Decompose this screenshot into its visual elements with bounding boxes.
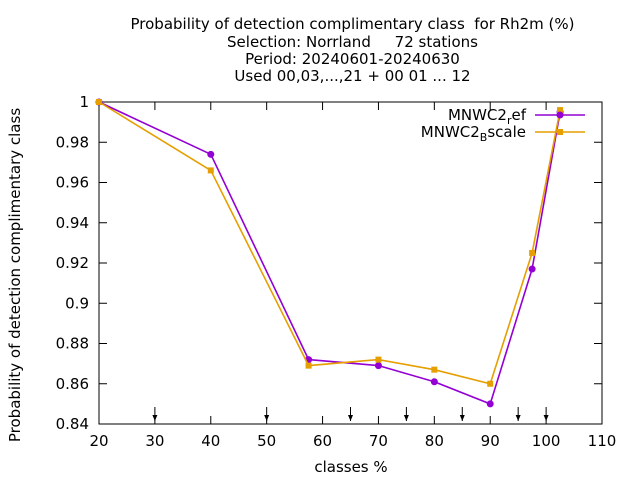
legend-entry: MNWC2ref (448, 106, 585, 127)
y-tick-label: 0.86 (56, 375, 89, 393)
x-tick-label: 40 (201, 432, 220, 450)
series-0 (95, 98, 564, 408)
data-point (207, 150, 215, 158)
threshold-arrows (152, 407, 549, 421)
data-point (374, 362, 382, 370)
x-tick-label: 100 (532, 432, 561, 450)
legend-label: MNWC2Bscale (421, 123, 526, 144)
x-tick-label: 60 (313, 432, 332, 450)
series-line (98, 101, 561, 405)
data-point (529, 249, 536, 256)
title-line-1: Probability of detection complimentary c… (130, 15, 575, 33)
data-point (96, 99, 102, 105)
y-tick-label: 0.88 (56, 335, 89, 353)
threshold-arrow (515, 407, 521, 421)
data-point (557, 129, 563, 135)
data-point (487, 380, 494, 387)
x-tick-label: 80 (425, 432, 444, 450)
data-point (557, 107, 564, 114)
series-layer (95, 98, 564, 408)
y-tick-label: 0.9 (65, 294, 89, 312)
x-tick-label: 30 (145, 432, 164, 450)
data-point (207, 167, 214, 174)
data-point (430, 378, 438, 386)
y-tick-label: 0.84 (56, 415, 89, 433)
x-tick-label: 20 (89, 432, 108, 450)
plot-border (98, 101, 603, 425)
threshold-arrow (403, 407, 409, 421)
x-tick-label: 50 (257, 432, 276, 450)
x-axis-ticks: 20 30 40 50 60 70 80 90 100 110 (89, 102, 616, 450)
y-axis-ticks: 0.84 0.86 0.88 0.9 0.92 0.94 0.96 0.98 1 (56, 93, 602, 433)
series-1 (96, 99, 564, 387)
data-point (556, 111, 564, 119)
data-point (528, 265, 536, 273)
x-tick-label: 70 (369, 432, 388, 450)
legend-entry: MNWC2Bscale (421, 123, 585, 144)
series-line (98, 101, 561, 385)
legend-label: MNWC2ref (448, 106, 527, 127)
y-tick-label: 0.98 (56, 133, 89, 151)
y-axis-label: Probability of detection complimentary c… (6, 108, 24, 442)
data-point (305, 362, 312, 369)
y-tick-label: 0.92 (56, 254, 89, 272)
y-tick-label: 0.94 (56, 214, 89, 232)
threshold-arrow (459, 407, 465, 421)
data-point (431, 366, 438, 373)
data-point (486, 400, 494, 408)
title-line-3: Period: 20240601-20240630 (245, 50, 460, 68)
x-axis-label: classes % (314, 458, 387, 476)
y-tick-label: 1 (79, 93, 89, 111)
threshold-arrow (348, 407, 353, 421)
title-line-4: Used 00,03,...,21 + 00 01 ... 12 (234, 67, 471, 85)
x-tick-label: 110 (588, 432, 617, 450)
data-point (375, 356, 382, 363)
plot-frame (98, 101, 603, 425)
y-tick-label: 0.96 (56, 174, 89, 192)
x-tick-label: 90 (481, 432, 500, 450)
title-line-2: Selection: Norrland 72 stations (227, 33, 478, 51)
